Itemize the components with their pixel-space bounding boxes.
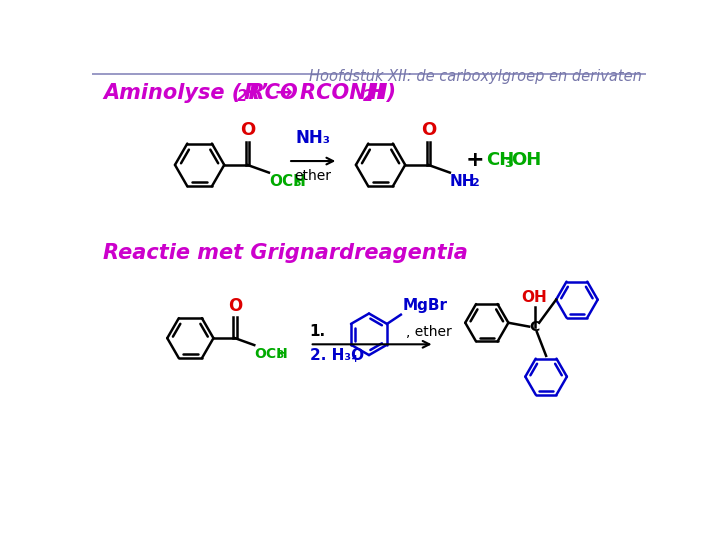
Text: MgBr: MgBr xyxy=(402,298,447,313)
Text: O: O xyxy=(240,122,255,139)
Text: ether: ether xyxy=(294,168,332,183)
Text: OCH: OCH xyxy=(254,347,288,361)
Text: OCH: OCH xyxy=(269,174,306,189)
Text: 2: 2 xyxy=(238,89,248,104)
Text: 2: 2 xyxy=(471,178,478,188)
Text: , ether: , ether xyxy=(406,325,451,339)
Text: OH: OH xyxy=(522,290,547,305)
Text: NH: NH xyxy=(450,174,475,189)
Text: CH: CH xyxy=(486,151,514,168)
Text: H): H) xyxy=(370,83,397,103)
Text: +: + xyxy=(351,354,360,364)
Text: 1.: 1. xyxy=(310,325,326,340)
Text: NH₃: NH₃ xyxy=(296,129,330,147)
Text: 2: 2 xyxy=(363,89,374,104)
Text: Reactie met Grignardreagentia: Reactie met Grignardreagentia xyxy=(104,244,468,264)
Text: O: O xyxy=(228,297,242,315)
Text: Hoofdstuk XII: de carboxylgroep en derivaten: Hoofdstuk XII: de carboxylgroep en deriv… xyxy=(310,70,642,84)
Text: 3: 3 xyxy=(276,350,284,361)
Text: C: C xyxy=(529,320,540,334)
Text: R’ → RCONH: R’ → RCONH xyxy=(244,83,384,103)
Text: OH: OH xyxy=(510,151,541,168)
Text: 3: 3 xyxy=(294,178,301,188)
Text: O: O xyxy=(420,122,436,139)
Text: 2. H₃O: 2. H₃O xyxy=(310,348,364,363)
Text: Aminolyse ( RCO: Aminolyse ( RCO xyxy=(104,83,298,103)
Text: +: + xyxy=(465,150,484,170)
Text: 3: 3 xyxy=(505,157,513,170)
